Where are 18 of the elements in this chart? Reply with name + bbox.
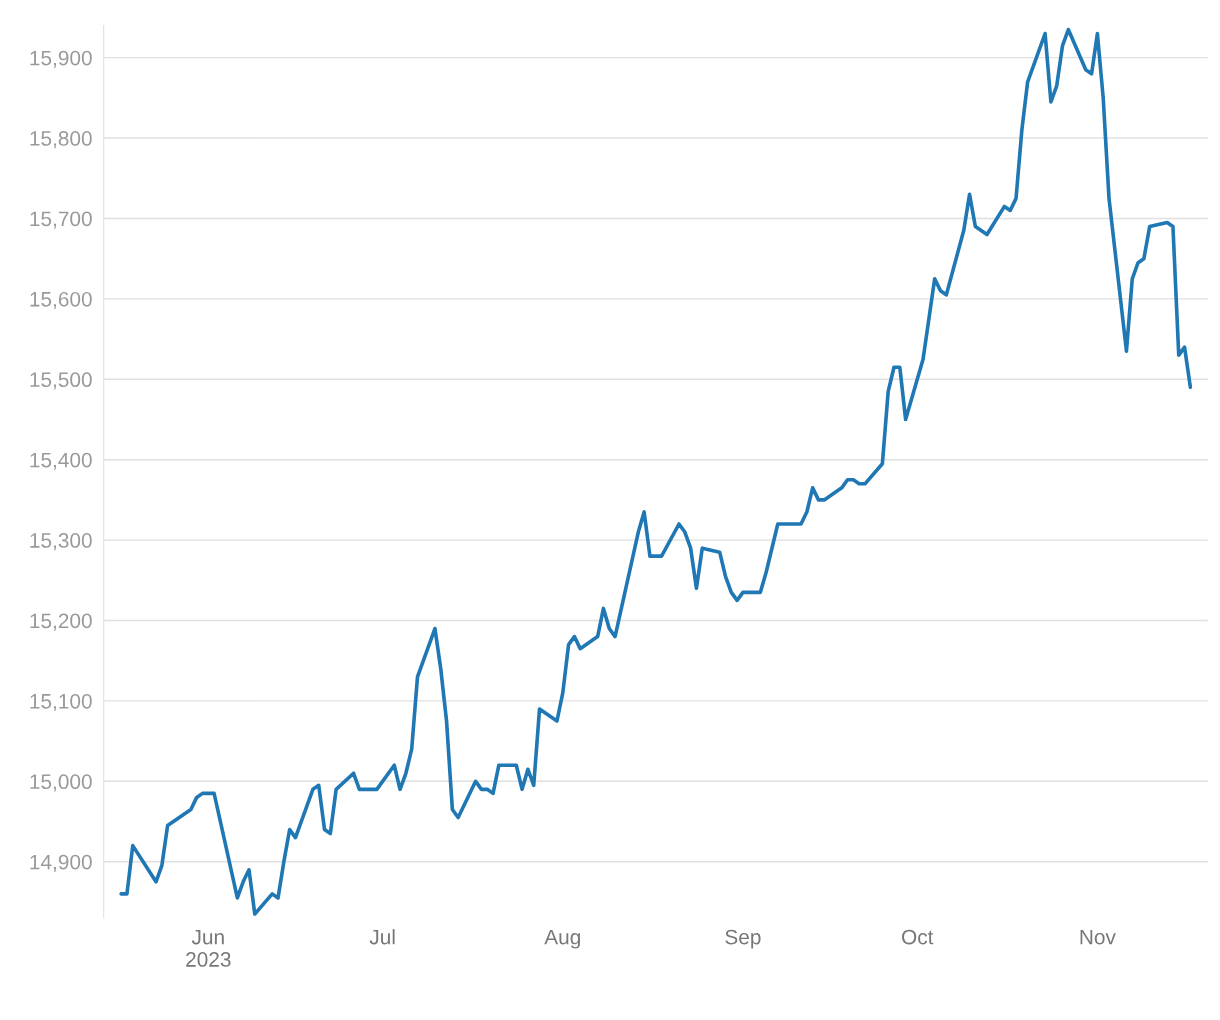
- y-tick-label: 15,400: [30, 452, 92, 470]
- y-tick-label: 15,300: [30, 533, 92, 551]
- y-tick-label: 15,500: [30, 372, 92, 390]
- x-tick-label: Jun 2023: [186, 929, 231, 967]
- y-tick-label: 14,900: [30, 854, 92, 872]
- y-tick-label: 15,900: [30, 50, 92, 68]
- y-tick-label: 15,200: [30, 613, 92, 631]
- y-tick-label: 15,700: [30, 211, 92, 229]
- y-tick-label: 15,000: [30, 774, 92, 792]
- y-tick-label: 15,600: [30, 291, 92, 310]
- line-series: [119, 27, 1193, 916]
- x-tick-label: Oct: [902, 929, 934, 945]
- y-tick-label: 15,100: [30, 693, 92, 712]
- x-tick-label: Nov: [1080, 929, 1116, 945]
- y-tick-label: 15,800: [30, 131, 92, 149]
- x-tick-label: Jul: [369, 929, 395, 945]
- x-tick-label: Sep: [725, 929, 761, 949]
- x-tick-label: Aug: [544, 929, 580, 949]
